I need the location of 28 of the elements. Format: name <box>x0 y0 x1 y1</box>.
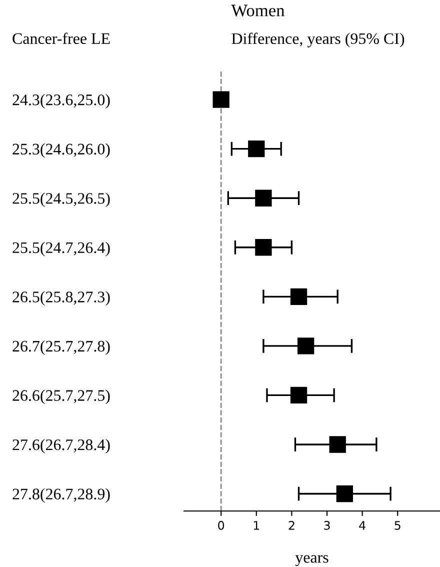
point <box>248 140 265 158</box>
y-axis-title: Cancer-free LE <box>12 32 110 44</box>
y-tick-label: 27.8(26.7,28.9) <box>12 488 110 503</box>
point <box>290 386 308 404</box>
y-tick-label: 25.3(24.6,26.0) <box>12 143 110 158</box>
point <box>329 436 346 453</box>
x-tick-label: 5 <box>394 521 400 530</box>
point <box>297 338 314 354</box>
x-axis-title: years <box>295 555 328 566</box>
y-tick-label: 25.5(24.5,26.5) <box>12 192 110 208</box>
point <box>336 485 353 502</box>
x-tick-label: 1 <box>254 521 260 530</box>
point <box>212 91 230 108</box>
x-tick-label: 0 <box>218 520 224 530</box>
x-tick-label: 2 <box>288 520 294 530</box>
x-tick-label: 4 <box>359 521 366 530</box>
y-tick-label: 26.7(25.7,27.8) <box>12 340 110 355</box>
y-tick-label: 27.6(26.7,28.4) <box>12 438 110 454</box>
chart-subtitle: Difference, years (95% CI) <box>232 32 404 48</box>
y-tick-label: 26.5(25.8,27.3) <box>12 291 110 306</box>
y-tick-label: 26.6(25.7,27.5) <box>12 390 110 404</box>
point <box>290 288 308 305</box>
y-tick-label: 24.3(23.6,25.0) <box>12 94 110 109</box>
y-tick-label: 25.5(24.7,26.4) <box>12 242 110 256</box>
point <box>255 239 272 256</box>
chart-title: Women <box>231 4 285 16</box>
point <box>255 190 272 206</box>
x-tick-label: 3 <box>324 520 330 530</box>
